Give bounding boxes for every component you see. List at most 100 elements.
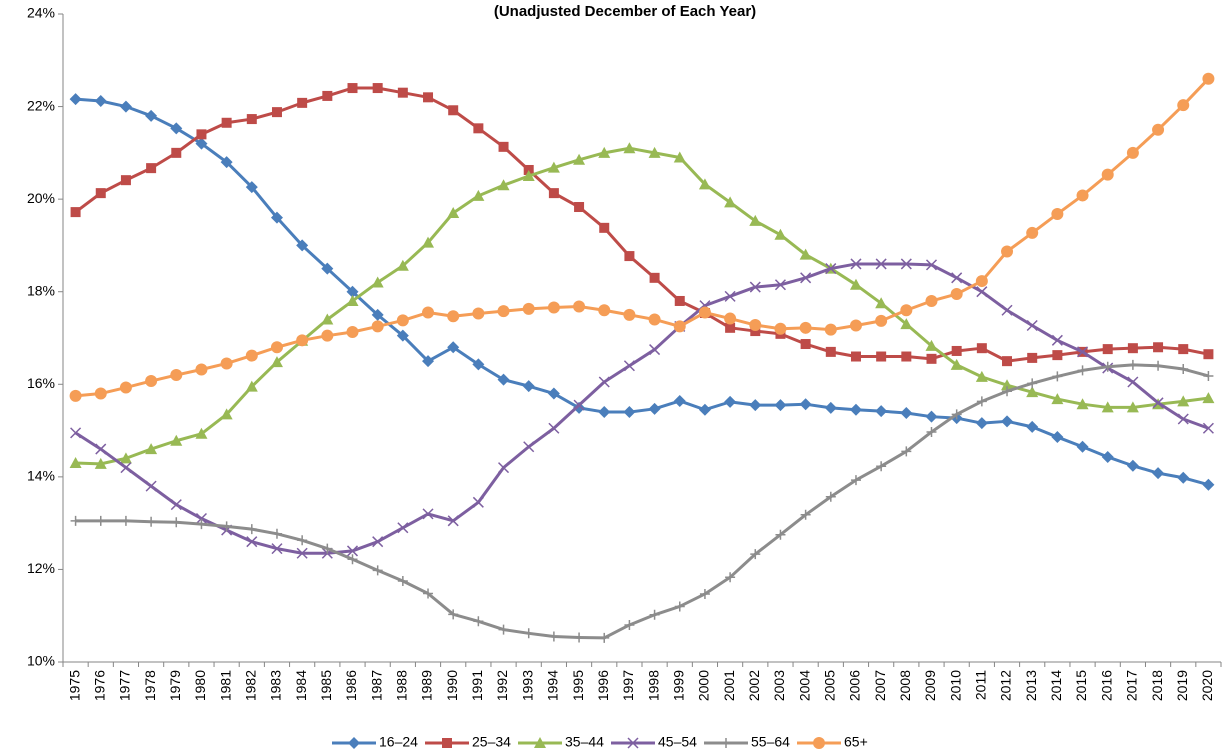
- x-tick-label: 2015: [1073, 670, 1089, 701]
- marker: [220, 408, 233, 420]
- marker: [975, 417, 988, 430]
- marker: [271, 107, 282, 118]
- marker: [774, 279, 786, 291]
- x-tick-label: 1983: [268, 670, 284, 701]
- marker: [721, 738, 731, 748]
- marker: [171, 517, 182, 528]
- marker: [322, 543, 333, 554]
- marker: [246, 524, 257, 535]
- marker: [472, 189, 485, 201]
- marker: [849, 403, 862, 416]
- marker: [725, 572, 736, 583]
- marker: [1178, 364, 1189, 375]
- marker: [627, 737, 639, 749]
- marker: [800, 339, 811, 350]
- marker: [296, 334, 309, 347]
- y-tick-label: 14%: [27, 468, 55, 484]
- marker: [1202, 392, 1215, 404]
- marker: [825, 263, 837, 275]
- x-tick-label: 1982: [243, 670, 259, 701]
- marker: [195, 512, 207, 525]
- marker: [70, 207, 81, 218]
- marker: [146, 516, 157, 527]
- marker: [599, 222, 610, 233]
- marker: [442, 738, 452, 748]
- marker: [699, 588, 710, 599]
- x-tick-label: 2005: [822, 670, 838, 701]
- x-tick-label: 1992: [494, 670, 510, 701]
- y-tick-label: 12%: [27, 560, 55, 576]
- marker: [146, 163, 157, 174]
- marker: [774, 322, 787, 335]
- marker: [799, 321, 812, 334]
- marker: [1152, 123, 1165, 136]
- marker: [975, 370, 988, 382]
- y-tick-label: 22%: [27, 97, 55, 113]
- marker: [346, 545, 359, 557]
- marker: [422, 508, 434, 520]
- marker: [497, 373, 510, 386]
- marker: [648, 146, 661, 158]
- marker: [1051, 334, 1063, 346]
- marker: [1126, 401, 1139, 413]
- x-tick-label: 2003: [771, 670, 787, 701]
- marker: [547, 301, 560, 314]
- marker: [170, 499, 182, 511]
- marker: [371, 276, 384, 288]
- marker: [95, 443, 107, 455]
- x-tick-label: 1995: [570, 670, 586, 701]
- marker: [850, 258, 862, 270]
- marker: [321, 262, 334, 275]
- marker: [447, 341, 460, 354]
- marker: [547, 161, 560, 173]
- marker: [673, 151, 686, 163]
- marker: [498, 462, 510, 474]
- marker: [69, 456, 82, 468]
- marker: [145, 109, 158, 122]
- marker: [220, 357, 233, 370]
- marker: [1102, 361, 1113, 372]
- marker: [195, 427, 208, 439]
- marker: [1077, 346, 1089, 358]
- marker: [750, 549, 761, 560]
- marker: [69, 389, 82, 402]
- marker: [623, 142, 636, 154]
- marker: [875, 405, 888, 418]
- x-tick-label: 2009: [922, 670, 938, 701]
- marker: [95, 515, 106, 526]
- marker: [195, 363, 208, 376]
- legend-label: 45–54: [658, 734, 697, 750]
- marker: [674, 295, 685, 306]
- x-tick-label: 2014: [1048, 670, 1064, 701]
- marker: [1001, 304, 1013, 316]
- marker: [698, 306, 711, 319]
- marker: [1076, 189, 1089, 202]
- x-tick-label: 1977: [117, 670, 133, 701]
- marker: [69, 93, 82, 106]
- marker: [1051, 207, 1064, 220]
- marker: [1001, 245, 1014, 258]
- marker: [774, 228, 787, 240]
- x-tick-label: 2006: [847, 670, 863, 701]
- marker: [94, 457, 107, 469]
- marker: [347, 554, 358, 565]
- marker: [1002, 386, 1013, 397]
- marker: [119, 100, 132, 113]
- marker: [523, 628, 534, 639]
- x-tick-label: 1978: [142, 670, 158, 701]
- x-tick-label: 1980: [192, 670, 208, 701]
- x-tick-label: 1994: [545, 670, 561, 701]
- x-tick-label: 1986: [343, 670, 359, 701]
- x-tick-label: 2004: [796, 670, 812, 701]
- x-tick-label: 2010: [947, 670, 963, 701]
- marker: [1001, 379, 1014, 391]
- marker: [548, 631, 559, 642]
- x-tick-label: 2017: [1124, 670, 1140, 701]
- marker: [196, 129, 207, 140]
- marker: [876, 461, 887, 472]
- marker: [1177, 99, 1190, 112]
- series-line: [75, 97, 1209, 487]
- series-line: [74, 262, 1209, 555]
- marker: [170, 369, 183, 382]
